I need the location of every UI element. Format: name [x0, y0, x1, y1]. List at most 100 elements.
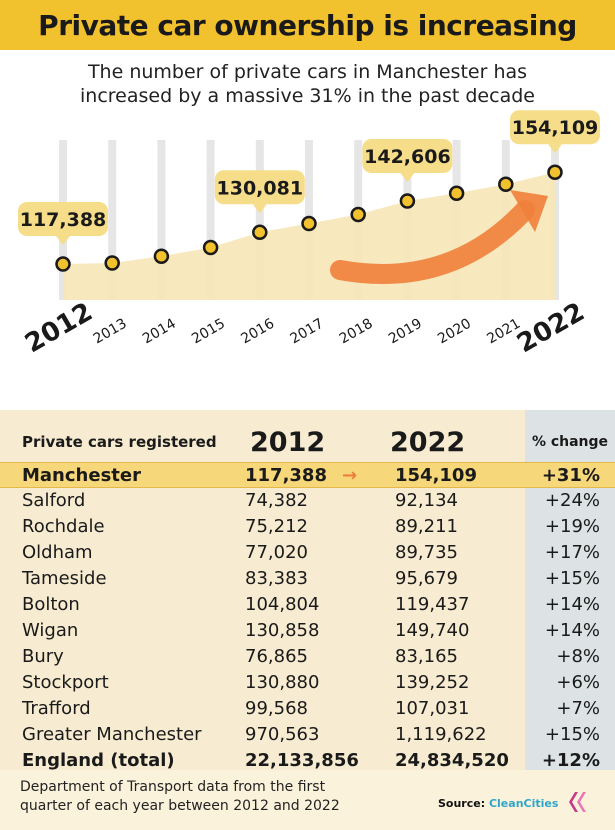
data-point [202, 239, 219, 256]
row-value-2022: 89,211 [395, 516, 458, 537]
table-row: Salford 74,382 92,134 +24% [0, 488, 615, 514]
subtitle: The number of private cars in Manchester… [0, 60, 615, 108]
table-header-label: Private cars registered [22, 433, 217, 451]
row-change: +15% [544, 724, 600, 745]
row-change: +12% [541, 750, 600, 771]
trend-arrow-head [510, 190, 548, 232]
callout-box [510, 110, 600, 145]
row-change: +6% [556, 672, 600, 693]
x-tick-label: 2019 [386, 316, 425, 348]
row-area: Bolton [22, 594, 80, 615]
row-change: +15% [544, 568, 600, 589]
row-area: Manchester [22, 465, 141, 486]
callout-label: 154,109 [512, 117, 599, 139]
source-credit: Source: CleanCities [438, 797, 558, 810]
table-row: Trafford 99,568 107,031 +7% [0, 696, 615, 722]
row-area: Oldham [22, 542, 93, 563]
row-value-2022: 119,437 [395, 594, 470, 615]
table-row: Bolton 104,804 119,437 +14% [0, 592, 615, 618]
data-point [153, 248, 170, 264]
callout-pointer [400, 172, 415, 182]
callout-pointer [252, 204, 267, 214]
row-value-2022: 89,735 [395, 542, 458, 563]
table-row: Manchester 117,388 154,109 +31% → [0, 462, 615, 488]
data-point [252, 224, 268, 241]
footnote-line-2: quarter of each year between 2012 and 20… [20, 798, 340, 814]
table-row: Bury 76,865 83,165 +8% [0, 644, 615, 670]
callout-label: 142,606 [364, 146, 451, 168]
row-change: +24% [544, 490, 600, 511]
row-value-2012: 74,382 [245, 490, 308, 511]
data-point [547, 164, 563, 180]
source-label: Source: [438, 797, 486, 810]
row-value-2012: 77,020 [245, 542, 308, 563]
page-title: Private car ownership is increasing [38, 8, 577, 42]
row-value-2022: 24,834,520 [395, 750, 509, 771]
row-change: +8% [556, 646, 600, 667]
callout-label: 117,388 [20, 209, 107, 231]
x-tick-label: 2016 [238, 316, 277, 348]
subtitle-line-1: The number of private cars in Manchester… [87, 61, 528, 83]
x-tick-label: 2012 [20, 297, 98, 359]
row-value-2012: 22,133,856 [245, 750, 359, 771]
row-change: +7% [556, 698, 600, 719]
table-header-change: % change [531, 434, 609, 450]
row-value-2012: 970,563 [245, 724, 320, 745]
table-row: Tameside 83,383 95,679 +15% [0, 566, 615, 592]
data-point [399, 193, 416, 209]
table-row: Rochdale 75,212 89,211 +19% [0, 514, 615, 540]
row-value-2022: 139,252 [395, 672, 470, 693]
table-row: Wigan 130,858 149,740 +14% [0, 618, 615, 644]
grid-bar [206, 140, 215, 300]
cleancities-logo-icon [569, 792, 586, 812]
x-tick-label: 2014 [140, 316, 179, 348]
row-area: Tameside [22, 568, 107, 589]
row-value-2022: 92,134 [395, 490, 458, 511]
footer [0, 770, 615, 830]
row-value-2012: 75,212 [245, 516, 308, 537]
footnote: Department of Transport data from the fi… [20, 778, 410, 816]
data-point [350, 206, 366, 223]
table-row: Oldham 77,020 89,735 +17% [0, 540, 615, 566]
callout-label: 130,081 [217, 177, 304, 199]
row-area: Bury [22, 646, 64, 667]
table-header-2012: 2012 [250, 426, 326, 458]
row-value-2012: 76,865 [245, 646, 308, 667]
trend-arrow [330, 200, 535, 284]
grid-bar [108, 140, 117, 300]
callout-box [18, 202, 108, 237]
row-area: Wigan [22, 620, 79, 641]
row-change: +31% [541, 465, 600, 486]
row-change: +17% [544, 542, 600, 563]
row-change: +19% [544, 516, 600, 537]
data-point [55, 256, 71, 272]
row-area: Greater Manchester [22, 724, 202, 745]
row-value-2022: 83,165 [395, 646, 458, 667]
x-tick-label: 2015 [189, 316, 228, 348]
row-value-2022: 107,031 [395, 698, 470, 719]
data-point [498, 176, 514, 192]
row-area: Trafford [22, 698, 91, 719]
callout-pointer [548, 144, 562, 154]
x-tick-label: 2017 [288, 316, 327, 348]
grid-bar [255, 140, 264, 300]
row-value-2012: 130,880 [245, 672, 320, 693]
row-value-2022: 1,119,622 [395, 724, 487, 745]
title-bar: Private car ownership is increasing [0, 0, 615, 50]
row-value-2022: 149,740 [395, 620, 470, 641]
callout-box [214, 170, 305, 205]
footnote-line-1: Department of Transport data from the fi… [20, 779, 326, 795]
callout-box [362, 138, 453, 173]
subtitle-line-2: increased by a massive 31% in the past d… [80, 85, 535, 107]
row-area: Rochdale [22, 516, 105, 537]
row-change: +14% [544, 620, 600, 641]
row-area: Stockport [22, 672, 109, 693]
data-point [448, 185, 465, 201]
row-value-2022: 154,109 [395, 465, 477, 486]
grid-bar [157, 140, 166, 300]
row-area: Salford [22, 490, 86, 511]
table-row: Stockport 130,880 139,252 +6% [0, 670, 615, 696]
row-value-2012: 83,383 [245, 568, 308, 589]
source-brand: CleanCities [488, 797, 559, 810]
x-tick-label: 2022 [512, 297, 590, 359]
